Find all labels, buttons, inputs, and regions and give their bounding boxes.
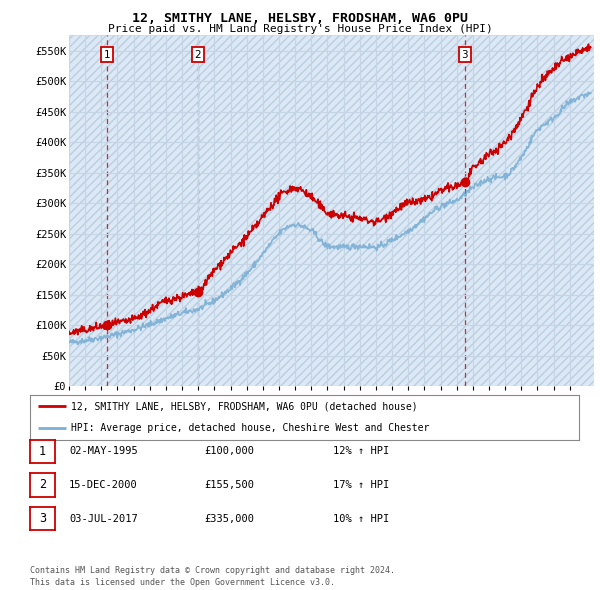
Text: 1: 1 — [39, 445, 46, 458]
Text: £155,500: £155,500 — [204, 480, 254, 490]
Text: 12, SMITHY LANE, HELSBY, FRODSHAM, WA6 0PU (detached house): 12, SMITHY LANE, HELSBY, FRODSHAM, WA6 0… — [71, 401, 418, 411]
Text: 02-MAY-1995: 02-MAY-1995 — [69, 447, 138, 456]
Text: 10% ↑ HPI: 10% ↑ HPI — [333, 514, 389, 523]
Text: 1: 1 — [103, 50, 110, 60]
Text: 12, SMITHY LANE, HELSBY, FRODSHAM, WA6 0PU: 12, SMITHY LANE, HELSBY, FRODSHAM, WA6 0… — [132, 12, 468, 25]
Text: 2: 2 — [39, 478, 46, 491]
Text: 12% ↑ HPI: 12% ↑ HPI — [333, 447, 389, 456]
Text: Price paid vs. HM Land Registry's House Price Index (HPI): Price paid vs. HM Land Registry's House … — [107, 24, 493, 34]
Text: £335,000: £335,000 — [204, 514, 254, 523]
Text: Contains HM Land Registry data © Crown copyright and database right 2024.
This d: Contains HM Land Registry data © Crown c… — [30, 566, 395, 587]
Text: £100,000: £100,000 — [204, 447, 254, 456]
Text: 03-JUL-2017: 03-JUL-2017 — [69, 514, 138, 523]
Text: 3: 3 — [461, 50, 468, 60]
Text: 17% ↑ HPI: 17% ↑ HPI — [333, 480, 389, 490]
Text: 15-DEC-2000: 15-DEC-2000 — [69, 480, 138, 490]
Text: 2: 2 — [194, 50, 201, 60]
Text: 3: 3 — [39, 512, 46, 525]
Text: HPI: Average price, detached house, Cheshire West and Chester: HPI: Average price, detached house, Ches… — [71, 424, 430, 434]
